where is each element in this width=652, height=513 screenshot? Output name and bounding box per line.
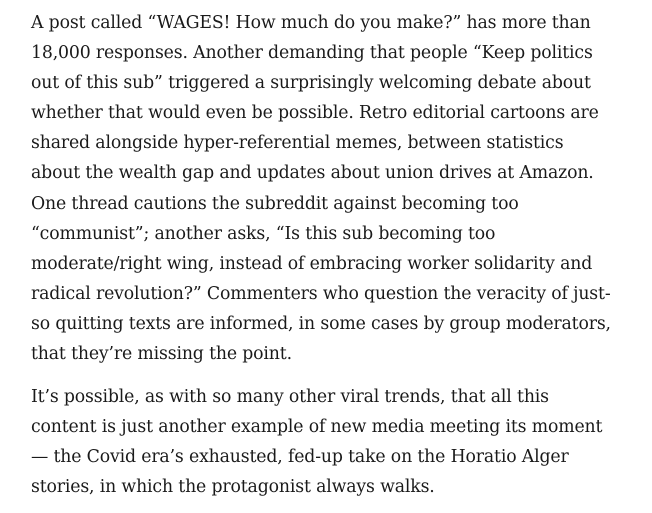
text-line: A post called “WAGES! How much do you ma… (31, 13, 591, 33)
text-line: about the wealth gap and updates about u… (31, 163, 594, 184)
text-line: that they’re missing the point. (31, 344, 292, 365)
paragraph-1: A post called “WAGES! How much do you ma… (31, 8, 639, 369)
text-line: moderate/right wing, instead of embracin… (31, 253, 593, 274)
article-body: A post called “WAGES! How much do you ma… (31, 8, 639, 503)
text-line: shared alongside hyper-referential memes… (31, 133, 564, 154)
text-line: 18,000 responses. Another demanding that… (31, 43, 593, 64)
text-line: stories, in which the protagonist always… (31, 477, 435, 498)
text-line: so quitting texts are informed, in some … (31, 313, 611, 334)
text-line: out of this sub” triggered a surprisingl… (31, 73, 591, 94)
text-line: One thread cautions the subreddit agains… (31, 193, 519, 214)
text-line: whether that would even be possible. Ret… (31, 103, 599, 124)
text-line: It’s possible, as with so many other vir… (31, 387, 549, 408)
text-line: content is just another example of new m… (31, 417, 603, 438)
text-line: radical revolution?” Commenters who ques… (31, 283, 611, 304)
text-line: — the Covid era’s exhausted, fed-up take… (31, 447, 569, 468)
text-line: “communist”; another asks, “Is this sub … (31, 223, 496, 244)
paragraph-2: It’s possible, as with so many other vir… (31, 382, 639, 502)
